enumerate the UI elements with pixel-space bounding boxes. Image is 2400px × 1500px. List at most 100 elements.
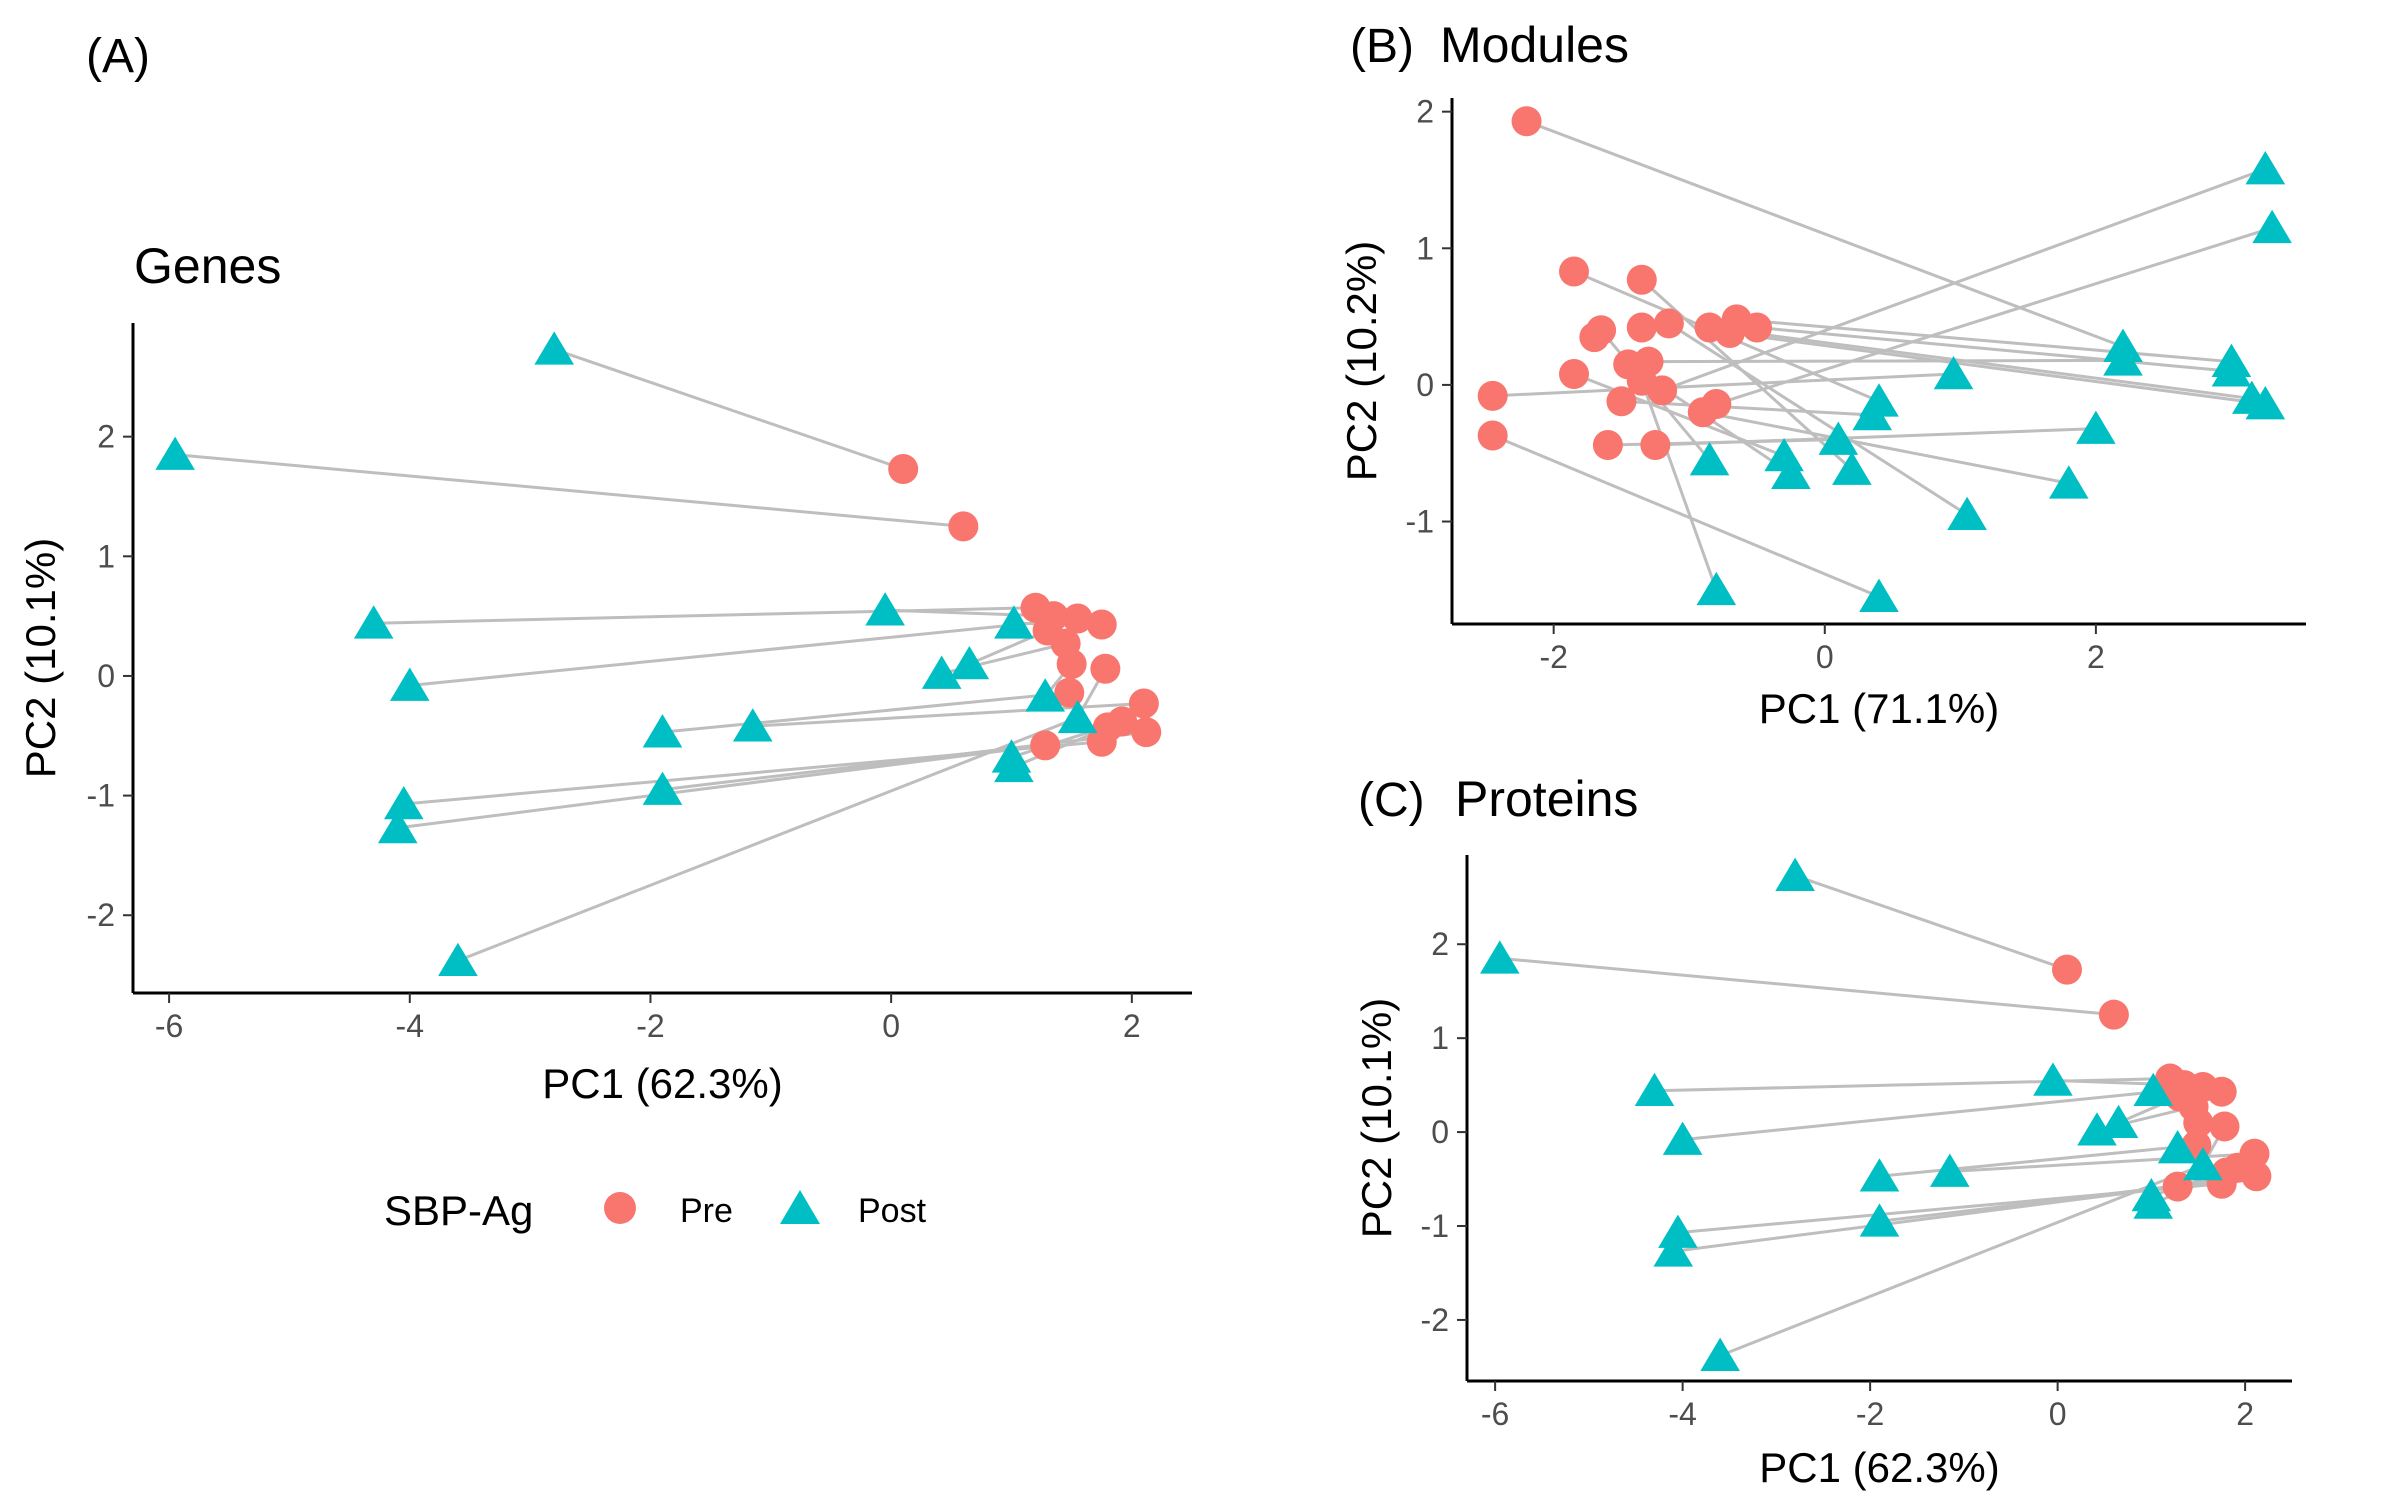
- pair-line: [373, 606, 1036, 625]
- x-tick-label: -2: [636, 1008, 664, 1044]
- post-point: [1933, 355, 1974, 390]
- pair-line: [1492, 434, 1880, 599]
- post-point: [1700, 1337, 1740, 1371]
- pre-point: [1062, 603, 1093, 634]
- chart-modules: Modules -2 0 2 -1 0 1 2 PC1 (71.1%) PC2 (10.2%): [1338, 17, 2306, 732]
- pre-point: [1592, 430, 1623, 461]
- pre-point: [1056, 648, 1087, 679]
- post-point: [2245, 386, 2286, 420]
- x-tick-label: 2: [1123, 1008, 1141, 1044]
- post-point: [438, 942, 478, 976]
- post-point: [2103, 342, 2143, 376]
- y-axis-title: PC2 (10.1%): [17, 538, 64, 778]
- post-point: [2098, 1104, 2139, 1138]
- pair-line: [1655, 427, 2096, 447]
- pre-point: [1559, 358, 1589, 389]
- post-point: [383, 785, 424, 820]
- pre-point: [1090, 653, 1121, 684]
- post-point: [1025, 678, 1065, 712]
- legend-title: SBP-Ag: [384, 1187, 533, 1234]
- pre-point: [1086, 726, 1117, 757]
- post-point: [377, 809, 418, 844]
- pre-point: [2209, 1111, 2240, 1142]
- post-point: [642, 714, 683, 748]
- pre-point: [888, 453, 919, 484]
- post-point: [2133, 1072, 2174, 1107]
- post-point: [1696, 571, 1737, 606]
- post-point: [1930, 1153, 1970, 1187]
- pre-point: [1559, 256, 1589, 287]
- chart-title: Proteins: [1455, 771, 1638, 827]
- y-axis-title: PC2 (10.1%): [1353, 998, 1400, 1238]
- y-tick-label: 0: [1431, 1114, 1449, 1150]
- pair-line: [1794, 874, 2068, 972]
- post-point: [1852, 396, 1893, 431]
- pre-point: [1653, 308, 1684, 339]
- pair-line: [1715, 226, 2273, 406]
- post-point: [534, 331, 574, 365]
- legend-post-marker: [780, 1190, 820, 1224]
- pre-point: [1477, 420, 1508, 451]
- x-tick-label: -2: [1856, 1396, 1884, 1432]
- post-point: [1832, 451, 1872, 485]
- y-tick-label: -2: [87, 897, 115, 933]
- post-point: [1480, 940, 1520, 974]
- pair-line: [1640, 380, 1718, 591]
- chart-genes: Genes -6 -4 -2 0 2 -2 -1 0 1 2 PC1 (62.3%) PC2 (10.…: [17, 238, 1192, 1107]
- panel-label-c: (C): [1358, 774, 1425, 827]
- pre-point: [1128, 688, 1159, 719]
- y-tick-label: 0: [97, 658, 115, 694]
- x-tick-label: -6: [155, 1008, 183, 1044]
- y-tick-label: -2: [1421, 1302, 1449, 1338]
- y-axis-title: PC2 (10.2%): [1338, 241, 1385, 481]
- post-point: [2077, 1112, 2117, 1146]
- chart-title: Modules: [1440, 17, 1629, 73]
- x-axis-title: PC1 (71.1%): [1759, 685, 1999, 732]
- post-point: [1947, 496, 1987, 531]
- pair-line: [662, 730, 1147, 792]
- pair-line: [1673, 1185, 2178, 1253]
- pair-line: [1702, 410, 2070, 485]
- y-tick-label: 1: [1416, 230, 1434, 266]
- panel-label-b: (B): [1350, 20, 1414, 73]
- pre-point: [1131, 717, 1162, 748]
- post-point: [1859, 1158, 1900, 1192]
- pair-line: [1573, 372, 1785, 458]
- pair-line: [1526, 119, 2124, 349]
- pre-point: [1579, 322, 1610, 353]
- pre-point: [948, 511, 979, 542]
- pre-point: [1511, 106, 1542, 137]
- pre-point: [1742, 312, 1772, 343]
- post-point: [1653, 1233, 1694, 1267]
- pair-line: [662, 691, 1070, 734]
- post-point: [155, 436, 195, 470]
- post-point: [1859, 1203, 1900, 1237]
- post-point: [2252, 209, 2292, 244]
- x-axis-title: PC1 (62.3%): [1759, 1444, 1999, 1491]
- y-tick-label: 2: [1431, 926, 1449, 962]
- pair-line: [1499, 956, 2115, 1017]
- pair-line: [457, 716, 1079, 963]
- pre-point: [2206, 1076, 2237, 1107]
- y-tick-label: 2: [97, 419, 115, 455]
- post-point: [865, 592, 905, 626]
- post-point: [1771, 455, 1811, 490]
- legend-post-label: Post: [858, 1192, 927, 1230]
- post-point: [949, 645, 990, 680]
- y-tick-label: 1: [97, 538, 115, 574]
- x-tick-label: 2: [2236, 1396, 2254, 1432]
- pre-point: [1054, 677, 1085, 708]
- post-point: [1689, 442, 1730, 476]
- y-tick-label: 2: [1416, 94, 1434, 130]
- post-point: [994, 605, 1034, 639]
- pre-point: [2098, 999, 2129, 1030]
- x-tick-label: 2: [2087, 639, 2105, 675]
- post-point: [2245, 151, 2286, 185]
- pre-point: [1626, 264, 1657, 295]
- x-tick-label: 0: [2049, 1396, 2067, 1432]
- post-point: [1662, 1121, 1703, 1155]
- post-point: [642, 771, 683, 805]
- pair-line: [1648, 358, 2124, 364]
- x-tick-label: -2: [1539, 639, 1567, 675]
